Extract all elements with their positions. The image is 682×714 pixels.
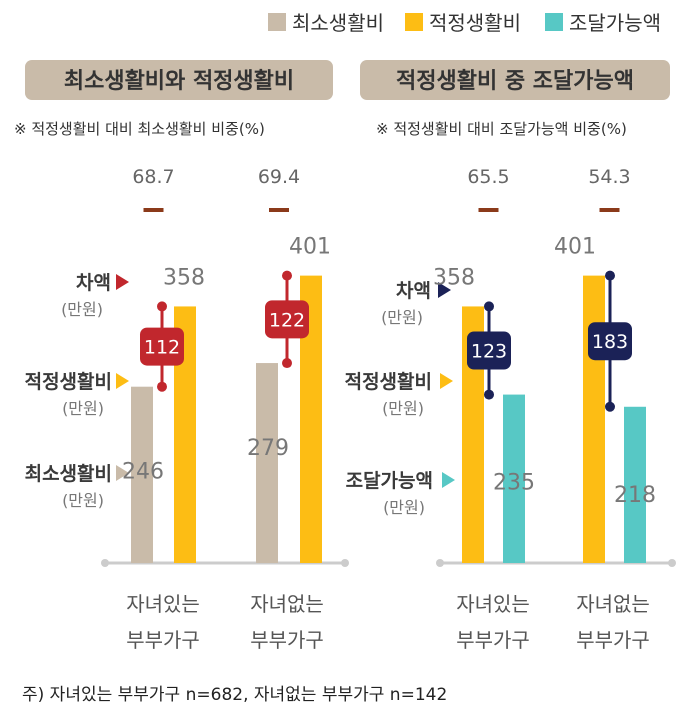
bar-value-label: 279	[247, 436, 289, 461]
axis-end-dot	[101, 559, 109, 567]
difference-end-dot	[484, 389, 494, 400]
side-label-unit: (만원)	[381, 308, 423, 327]
side-label-marker	[440, 373, 453, 389]
bar-value-label: 358	[163, 265, 205, 290]
side-label-marker	[116, 373, 129, 389]
difference-badge	[467, 331, 511, 370]
legend-label: 최소생활비	[292, 11, 384, 35]
side-label: 최소생활비 (만원)	[25, 463, 129, 510]
bar	[503, 394, 525, 563]
chart-panel: 최소생활비와 적정생활비 ※ 적정생활비 대비 최소생활비 비중(%) 차액 (만원)…	[14, 60, 349, 652]
difference-end-dot	[282, 358, 292, 369]
difference-badge	[265, 300, 309, 339]
panel-title: 적정생활비 중 조달가능액	[396, 69, 634, 94]
bar-value-label: 401	[554, 235, 596, 260]
bar	[174, 306, 196, 563]
chart-panel: 적정생활비 중 조달가능액 ※ 적정생활비 대비 조달가능액 비중(%) 차액 (만원…	[345, 60, 676, 652]
axis-end-dot	[436, 559, 444, 567]
category-label: 부부가구	[126, 628, 200, 652]
side-label-marker	[116, 465, 129, 481]
side-label: 차액 (만원)	[61, 272, 129, 319]
difference-end-dot	[282, 270, 292, 281]
legend-item: 적정생활비	[405, 11, 521, 35]
bar	[131, 386, 153, 563]
legend-label: 조달가능액	[569, 11, 661, 35]
difference-value: 123	[471, 341, 507, 363]
category-label: 부부가구	[576, 628, 650, 652]
legend-swatch	[545, 13, 563, 31]
legend-item: 조달가능액	[545, 11, 661, 35]
difference-value: 122	[269, 309, 305, 331]
difference-value: 112	[144, 337, 180, 359]
bar-value-label: 246	[122, 460, 164, 485]
legend-swatch	[268, 13, 286, 31]
bar-value-label: 218	[614, 483, 656, 508]
side-label-marker	[438, 282, 451, 298]
ratio-note: ※ 적정생활비 대비 최소생활비 비중(%)	[14, 120, 265, 138]
side-label-main: 차액	[396, 280, 431, 302]
bar	[583, 275, 605, 563]
legend-label: 적정생활비	[429, 11, 521, 35]
side-label-main: 적정생활비	[345, 371, 432, 393]
side-label-main: 조달가능액	[346, 470, 433, 492]
side-label-unit: (만원)	[383, 498, 425, 517]
difference-end-dot	[484, 301, 494, 312]
bar	[300, 275, 322, 563]
category-label: 자녀없는	[576, 592, 650, 616]
category-label: 자녀없는	[250, 592, 324, 616]
side-label: 차액 (만원)	[381, 280, 451, 327]
difference-badge	[588, 322, 632, 361]
bar-value-label: 235	[493, 471, 535, 496]
difference-end-dot	[605, 270, 615, 281]
ratio-value: 65.5	[467, 166, 509, 188]
category-label: 자녀있는	[456, 592, 530, 616]
axis-end-dot	[341, 559, 349, 567]
bar-value-label: 358	[433, 265, 475, 290]
side-label-unit: (만원)	[62, 399, 104, 418]
ratio-value: 54.3	[588, 166, 630, 188]
category-label: 부부가구	[250, 628, 324, 652]
bar	[462, 306, 484, 563]
side-label-marker	[442, 472, 455, 488]
difference-badge	[140, 327, 184, 366]
side-label-unit: (만원)	[61, 300, 103, 319]
legend-item: 최소생활비	[268, 11, 384, 35]
side-label: 조달가능액 (만원)	[346, 470, 455, 517]
legend-swatch	[405, 13, 423, 31]
side-label-main: 차액	[76, 272, 111, 294]
ratio-note: ※ 적정생활비 대비 조달가능액 비중(%)	[376, 120, 627, 138]
difference-value: 183	[592, 331, 628, 353]
panel-title: 최소생활비와 적정생활비	[64, 69, 294, 94]
ratio-value: 69.4	[258, 166, 300, 188]
bar	[256, 363, 278, 563]
side-label: 적정생활비 (만원)	[345, 371, 453, 418]
ratio-value: 68.7	[132, 166, 174, 188]
side-label-marker	[116, 274, 129, 290]
category-label: 자녀있는	[126, 592, 200, 616]
bar-value-label: 401	[289, 235, 331, 260]
panel-title-box	[25, 60, 333, 100]
side-label-main: 적정생활비	[25, 371, 112, 393]
difference-end-dot	[605, 401, 615, 412]
difference-end-dot	[157, 301, 167, 312]
category-label: 부부가구	[456, 628, 530, 652]
difference-end-dot	[157, 381, 167, 392]
side-label-unit: (만원)	[62, 491, 104, 510]
panel-title-box	[360, 60, 670, 100]
side-label-unit: (만원)	[382, 399, 424, 418]
side-label-main: 최소생활비	[25, 463, 112, 485]
side-label: 적정생활비 (만원)	[25, 371, 129, 418]
axis-end-dot	[668, 559, 676, 567]
footnote: 주) 자녀있는 부부가구 n=682, 자녀없는 부부가구 n=142	[22, 685, 447, 705]
bar	[624, 406, 646, 563]
